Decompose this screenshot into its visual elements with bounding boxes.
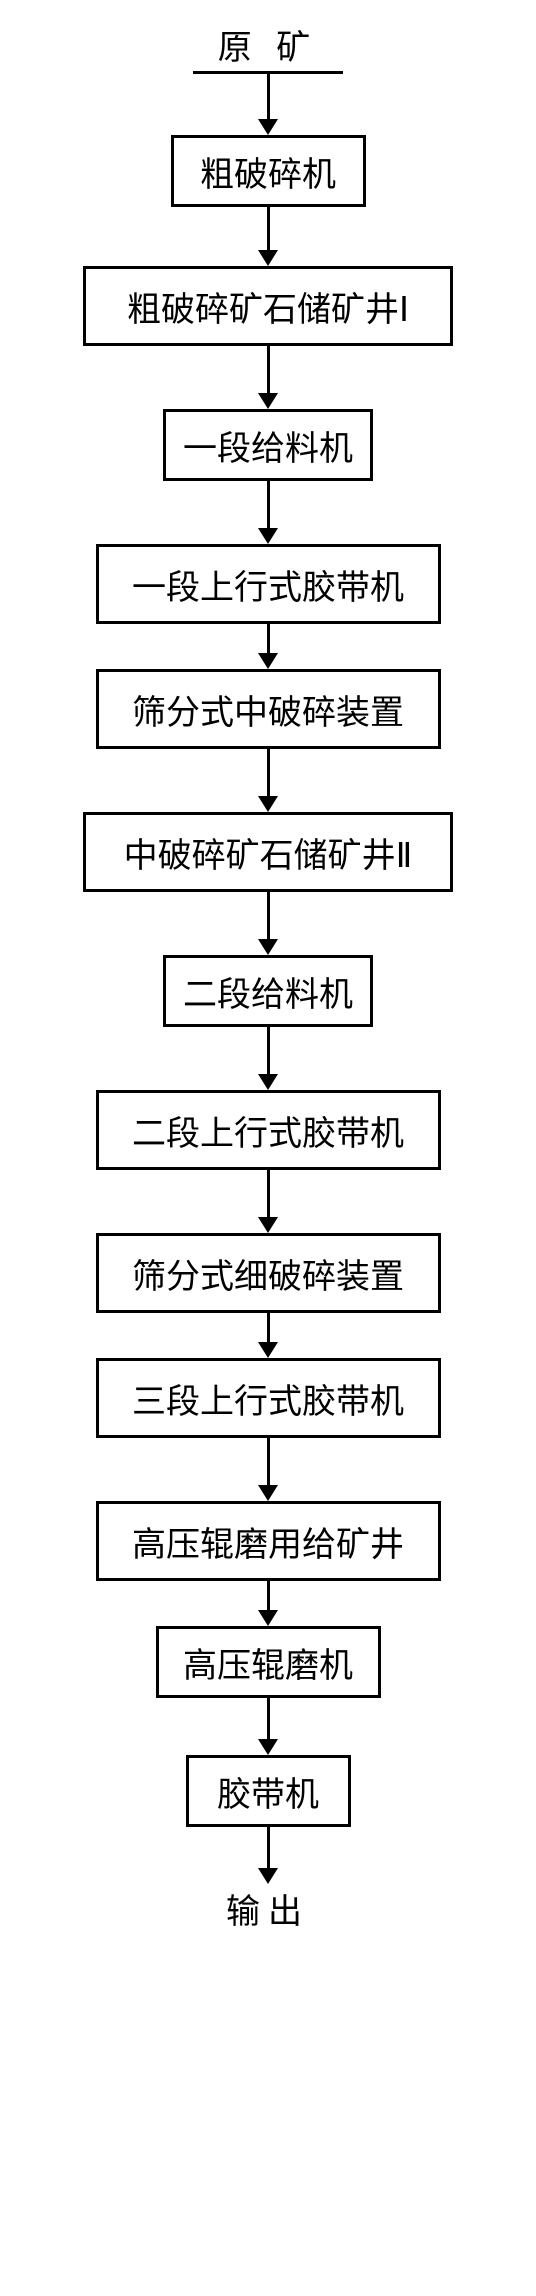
node-stage2-feeder: 二段给料机 — [163, 955, 373, 1027]
end-label: 输出 — [226, 1894, 310, 1931]
arrow — [258, 892, 278, 955]
arrow-line — [267, 1027, 270, 1075]
node-stage2-belt: 二段上行式胶带机 — [96, 1090, 441, 1170]
node-label: 三段上行式胶带机 — [132, 1374, 404, 1423]
arrow-line — [267, 1438, 270, 1486]
node-label: 胶带机 — [217, 1767, 319, 1816]
arrow-head-icon — [258, 1485, 278, 1501]
arrow-line — [267, 481, 270, 529]
arrow — [258, 1581, 278, 1626]
node-label: 粗破碎矿石储矿井Ⅰ — [127, 282, 409, 331]
arrow-head-icon — [258, 1074, 278, 1090]
arrow — [258, 1438, 278, 1501]
arrow — [258, 346, 278, 409]
arrow-head-icon — [258, 528, 278, 544]
arrow — [258, 624, 278, 669]
node-stage1-feeder: 一段给料机 — [163, 409, 373, 481]
node-screen-fine-crush: 筛分式细破碎装置 — [96, 1233, 441, 1313]
arrow — [258, 1170, 278, 1233]
arrow-head-icon — [258, 1739, 278, 1755]
arrow — [258, 481, 278, 544]
arrow-head-icon — [258, 393, 278, 409]
arrow-head-icon — [258, 653, 278, 669]
node-label: 筛分式中破碎装置 — [132, 685, 404, 734]
node-label: 高压辊磨用给矿井 — [132, 1517, 404, 1566]
arrow-line — [267, 346, 270, 394]
node-hpgr: 高压辊磨机 — [156, 1626, 381, 1698]
node-label: 高压辊磨机 — [183, 1638, 353, 1687]
arrow — [258, 1313, 278, 1358]
arrow — [258, 1698, 278, 1755]
node-label: 中破碎矿石储矿井Ⅱ — [124, 828, 413, 877]
node-belt: 胶带机 — [186, 1755, 351, 1827]
node-label: 一段给料机 — [183, 421, 353, 470]
arrow — [258, 1827, 278, 1884]
arrow-line — [267, 1170, 270, 1218]
node-coarse-storage: 粗破碎矿石储矿井Ⅰ — [83, 266, 453, 346]
arrow — [258, 749, 278, 812]
start-label: 原 矿 — [193, 20, 343, 74]
arrow-head-icon — [258, 250, 278, 266]
arrow — [258, 207, 278, 266]
arrow — [258, 74, 278, 135]
node-label: 筛分式细破碎装置 — [132, 1249, 404, 1298]
node-label: 粗破碎机 — [200, 147, 336, 196]
arrow-line — [267, 892, 270, 940]
arrow — [258, 1027, 278, 1090]
arrow-head-icon — [258, 1610, 278, 1626]
arrow-head-icon — [258, 119, 278, 135]
arrow-line — [267, 624, 270, 654]
node-coarse-crusher: 粗破碎机 — [171, 135, 366, 207]
arrow-line — [267, 1827, 270, 1869]
arrow-line — [267, 1581, 270, 1611]
arrow-head-icon — [258, 1342, 278, 1358]
arrow-line — [267, 207, 270, 251]
arrow-head-icon — [258, 796, 278, 812]
node-label: 二段上行式胶带机 — [132, 1106, 404, 1155]
node-hpgr-feed-well: 高压辊磨用给矿井 — [96, 1501, 441, 1581]
arrow-head-icon — [258, 939, 278, 955]
node-stage3-belt: 三段上行式胶带机 — [96, 1358, 441, 1438]
arrow-line — [267, 74, 270, 120]
node-label: 二段给料机 — [183, 967, 353, 1016]
node-screen-medium-crush: 筛分式中破碎装置 — [96, 669, 441, 749]
node-label: 一段上行式胶带机 — [132, 560, 404, 609]
end-node: 输出 — [226, 1884, 310, 1933]
arrow-head-icon — [258, 1868, 278, 1884]
arrow-line — [267, 1698, 270, 1740]
arrow-head-icon — [258, 1217, 278, 1233]
arrow-line — [267, 749, 270, 797]
start-node: 原 矿 — [193, 20, 343, 74]
flowchart-container: 原 矿 粗破碎机 粗破碎矿石储矿井Ⅰ 一段给料机 一段上行式胶带机 筛分式中破碎… — [0, 20, 536, 1933]
node-medium-storage: 中破碎矿石储矿井Ⅱ — [83, 812, 453, 892]
arrow-line — [267, 1313, 270, 1343]
node-stage1-belt: 一段上行式胶带机 — [96, 544, 441, 624]
